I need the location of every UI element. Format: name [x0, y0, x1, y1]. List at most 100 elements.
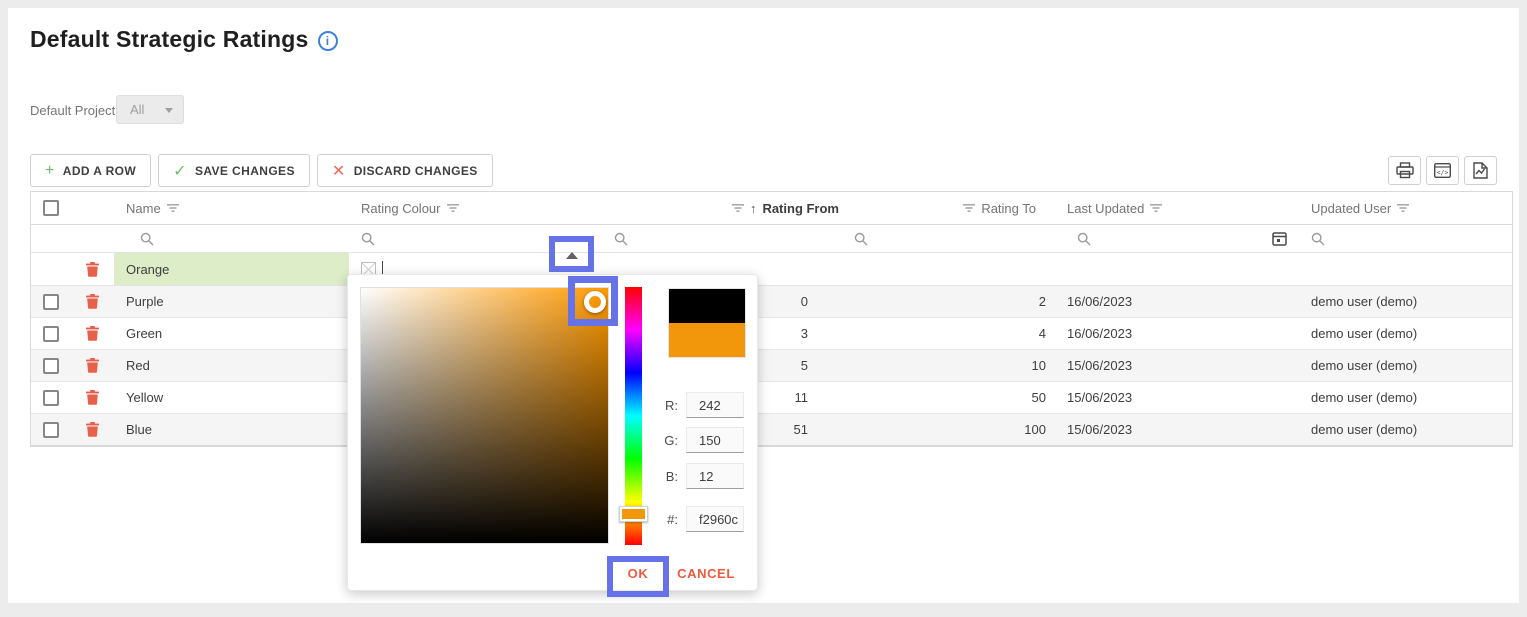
delete-row-icon[interactable] — [86, 358, 99, 373]
grid-filter-row — [31, 225, 1512, 253]
header-filter-icon[interactable] — [446, 203, 459, 213]
delete-column-header — [71, 192, 114, 224]
export-code-button[interactable]: </> — [1426, 156, 1459, 185]
cell-name[interactable]: Purple — [126, 294, 164, 309]
cell-updated-user: demo user (demo) — [1311, 390, 1418, 405]
header-filter-icon[interactable] — [166, 203, 179, 213]
row-checkbox[interactable] — [43, 357, 59, 374]
add-row-button[interactable]: + ADD A ROW — [30, 154, 152, 187]
hue-slider-handle[interactable] — [619, 506, 648, 522]
default-project-select[interactable]: All — [116, 95, 184, 124]
colour-picker-handle[interactable] — [584, 291, 606, 313]
filter-input-colour[interactable] — [349, 225, 604, 252]
header-filter-icon[interactable] — [731, 203, 744, 213]
add-row-label: ADD A ROW — [62, 163, 137, 178]
export-image-button[interactable] — [1464, 156, 1497, 185]
hue-slider[interactable] — [625, 287, 642, 545]
cell-name[interactable]: Red — [126, 358, 150, 373]
print-button[interactable] — [1388, 156, 1421, 185]
delete-row-icon[interactable] — [86, 422, 99, 437]
cell-rating-from[interactable]: 51 — [793, 422, 808, 437]
header-name-label: Name — [126, 200, 161, 216]
calendar-icon[interactable] — [1272, 231, 1287, 246]
cell-rating-from[interactable]: 0 — [800, 294, 808, 309]
search-icon — [1311, 232, 1325, 245]
cell-updated-user: demo user (demo) — [1311, 422, 1418, 437]
filter-input-rating-to[interactable] — [844, 225, 1059, 252]
table-row: Red 5 10 15/06/2023 demo user (demo) — [31, 350, 1512, 382]
delete-row-icon[interactable] — [86, 326, 99, 341]
row-checkbox[interactable] — [43, 389, 59, 406]
delete-row-icon[interactable] — [86, 390, 99, 405]
popup-buttons: OK CANCEL — [348, 559, 757, 587]
table-row: Green 3 4 16/06/2023 demo user (demo) — [31, 318, 1512, 350]
header-rating-from-label: Rating From — [762, 200, 839, 216]
export-code-icon: </> — [1434, 163, 1451, 178]
column-header-rating-to[interactable]: Rating To — [844, 192, 1059, 224]
cell-last-updated: 15/06/2023 — [1067, 422, 1133, 437]
header-filter-icon[interactable] — [1150, 203, 1163, 213]
red-input[interactable] — [686, 392, 744, 418]
sort-ascending-icon: ↑ — [749, 200, 757, 216]
hex-input[interactable] — [686, 506, 744, 532]
cell-rating-from[interactable]: 3 — [800, 326, 808, 341]
search-icon — [1077, 232, 1091, 245]
column-header-name[interactable]: Name — [114, 192, 349, 224]
save-changes-button[interactable]: ✓ SAVE CHANGES — [158, 154, 310, 187]
discard-changes-label: DISCARD CHANGES — [353, 163, 478, 178]
filter-input-name[interactable] — [114, 225, 349, 252]
search-icon — [140, 232, 154, 245]
header-filter-icon[interactable] — [963, 203, 976, 213]
delete-row-icon[interactable] — [86, 261, 99, 277]
ok-button[interactable]: OK — [609, 559, 667, 587]
filter-input-updated-user[interactable] — [1299, 225, 1512, 252]
column-header-last-updated[interactable]: Last Updated — [1059, 192, 1299, 224]
default-project-label: Default Project — [30, 103, 116, 118]
filter-input-last-updated[interactable] — [1059, 225, 1299, 252]
previous-colour-swatch — [669, 289, 745, 323]
cell-rating-to[interactable]: 4 — [1038, 326, 1046, 341]
blue-input[interactable] — [686, 463, 744, 489]
row-checkbox[interactable] — [43, 293, 59, 310]
dropdown-open-arrow-icon[interactable] — [566, 252, 578, 259]
discard-changes-button[interactable]: ✕ DISCARD CHANGES — [316, 154, 493, 187]
cell-name[interactable]: Blue — [126, 422, 153, 437]
print-icon — [1395, 162, 1414, 179]
table-row: Purple 0 2 16/06/2023 demo user (demo) — [31, 286, 1512, 318]
row-checkbox[interactable] — [43, 325, 59, 342]
edit-cell-name[interactable]: Orange — [114, 253, 349, 285]
x-icon: ✕ — [331, 162, 346, 180]
chevron-down-icon — [165, 108, 173, 113]
saturation-value-gradient[interactable] — [360, 287, 609, 544]
delete-row-icon[interactable] — [86, 294, 99, 309]
cell-name[interactable]: Yellow — [126, 390, 164, 405]
header-rating-to-label: Rating To — [981, 200, 1036, 216]
cell-rating-from[interactable]: 5 — [800, 358, 808, 373]
grid-header-row: Name Rating Colour ↑ Rating From Rating … — [31, 192, 1512, 225]
cell-last-updated: 16/06/2023 — [1067, 326, 1133, 341]
column-header-rating-from[interactable]: ↑ Rating From — [604, 192, 844, 224]
cell-name[interactable]: Green — [126, 326, 163, 341]
edit-cell-rating-to[interactable] — [844, 253, 1059, 285]
grid-toolbar: + ADD A ROW ✓ SAVE CHANGES ✕ DISCARD CHA… — [30, 154, 493, 187]
colour-picker-popup: R: G: B: #: OK CANCEL — [347, 274, 758, 591]
header-filter-icon[interactable] — [1397, 203, 1410, 213]
select-all-checkbox[interactable] — [43, 200, 59, 216]
filter-input-rating-from[interactable] — [604, 225, 844, 252]
cell-rating-from[interactable]: 11 — [794, 390, 809, 405]
colour-preview — [668, 288, 746, 358]
text-cursor — [382, 261, 383, 277]
column-header-colour[interactable]: Rating Colour — [349, 192, 604, 224]
column-header-updated-user[interactable]: Updated User — [1299, 192, 1512, 224]
green-input[interactable] — [686, 427, 744, 453]
cell-rating-to[interactable]: 50 — [1031, 390, 1046, 405]
cell-rating-to[interactable]: 10 — [1031, 358, 1046, 373]
cell-rating-to[interactable]: 100 — [1024, 422, 1046, 437]
cancel-button[interactable]: CANCEL — [677, 559, 735, 587]
info-icon[interactable]: i — [317, 31, 338, 51]
hue-handle-swatch — [622, 509, 645, 519]
cell-rating-to[interactable]: 2 — [1038, 294, 1046, 309]
row-checkbox[interactable] — [43, 421, 59, 438]
ratings-grid: Name Rating Colour ↑ Rating From Rating … — [30, 191, 1513, 447]
